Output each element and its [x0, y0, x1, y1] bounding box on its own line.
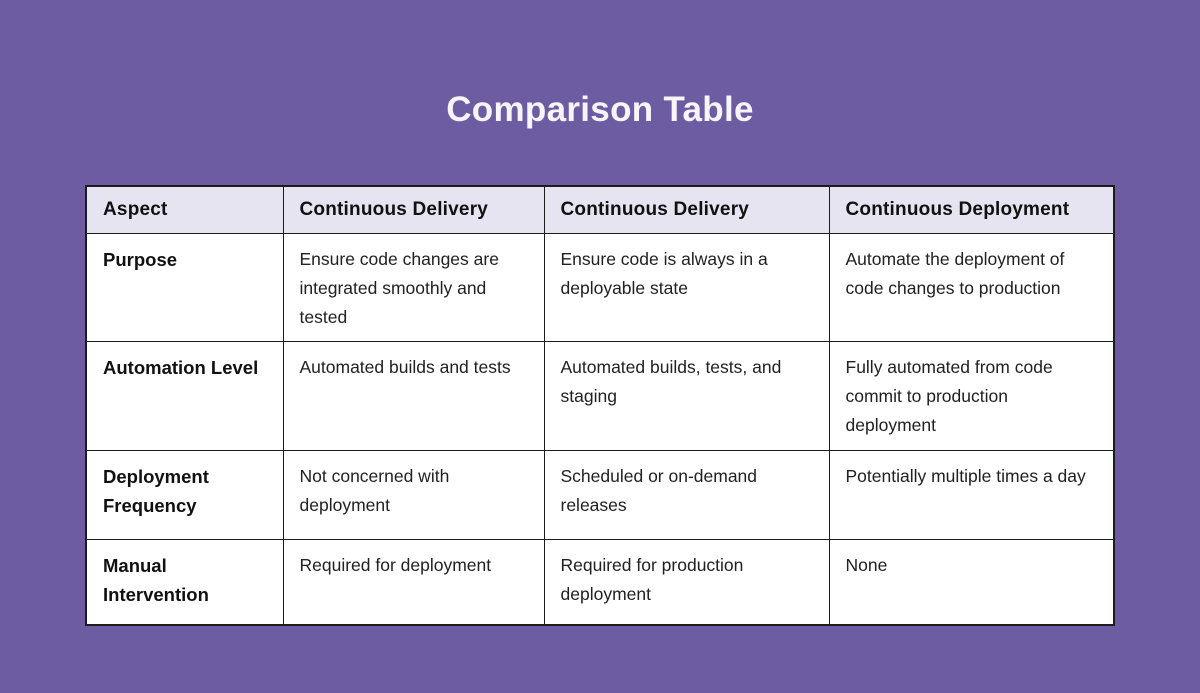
row-label: Manual Intervention [85, 538, 284, 626]
row-label: Purpose [85, 232, 284, 342]
table-cell: Potentially multiple times a day [828, 449, 1115, 540]
table-header-row: Aspect Continuous Delivery Continuous De… [85, 185, 1115, 234]
table-cell: Not concerned with deployment [282, 449, 545, 540]
table-cell: Ensure code changes are integrated smoot… [282, 232, 545, 342]
table-cell: Automate the deployment of code changes … [828, 232, 1115, 342]
column-header-aspect: Aspect [85, 185, 284, 234]
table-cell: Scheduled or on-demand releases [543, 449, 830, 540]
column-header-continuous-deployment: Continuous Deployment [828, 185, 1115, 234]
table-cell: Required for production deployment [543, 538, 830, 626]
page-title: Comparison Table [446, 90, 754, 129]
table-row-manual-intervention: Manual Intervention Required for deploym… [85, 538, 1115, 626]
column-header-continuous-delivery-1: Continuous Delivery [282, 185, 545, 234]
table-row-deployment-frequency: Deployment Frequency Not concerned with … [85, 449, 1115, 540]
table-row-purpose: Purpose Ensure code changes are integrat… [85, 232, 1115, 342]
comparison-table: Aspect Continuous Delivery Continuous De… [85, 185, 1115, 626]
row-label: Deployment Frequency [85, 449, 284, 540]
table-cell: Required for deployment [282, 538, 545, 626]
column-header-continuous-delivery-2: Continuous Delivery [543, 185, 830, 234]
table-row-automation-level: Automation Level Automated builds and te… [85, 340, 1115, 451]
table-cell: Automated builds and tests [282, 340, 545, 451]
table-cell: Automated builds, tests, and staging [543, 340, 830, 451]
table-cell: Ensure code is always in a deployable st… [543, 232, 830, 342]
table-cell: None [828, 538, 1115, 626]
row-label: Automation Level [85, 340, 284, 451]
table-cell: Fully automated from code commit to prod… [828, 340, 1115, 451]
